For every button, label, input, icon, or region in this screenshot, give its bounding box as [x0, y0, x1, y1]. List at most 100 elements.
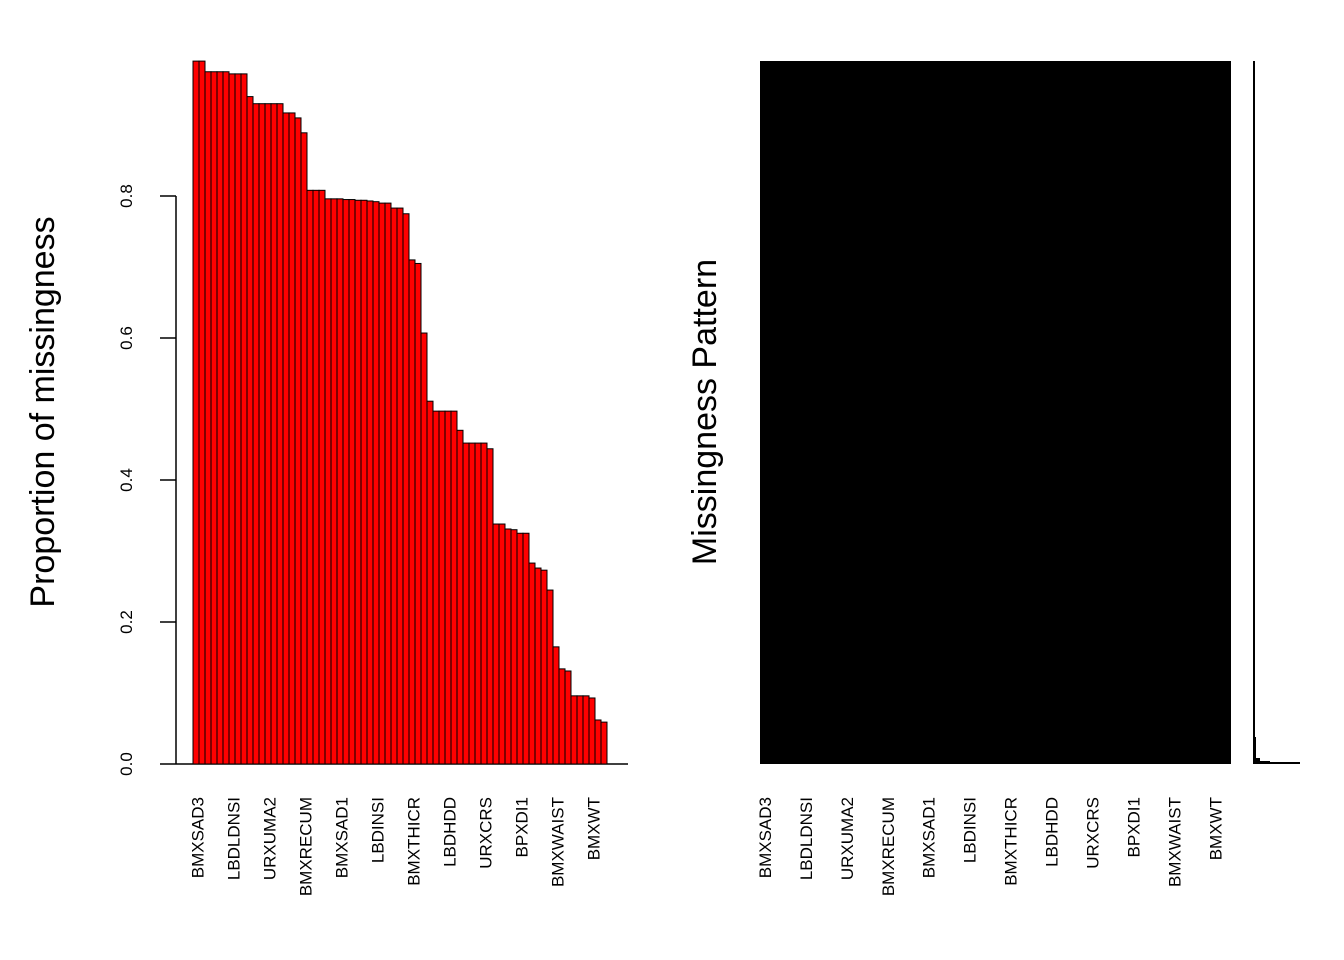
x-tick-label: BMXRECUM: [879, 797, 898, 896]
bar: [576, 695, 584, 765]
pattern-matrix: [760, 61, 1231, 764]
bar: [516, 532, 524, 765]
bar: [288, 112, 296, 765]
bar: [342, 199, 350, 765]
bar: [402, 213, 410, 765]
bar: [528, 562, 536, 765]
bar: [354, 199, 362, 765]
x-tick-label: URXUMA2: [260, 797, 279, 880]
bar: [450, 410, 458, 765]
bar: [492, 523, 500, 765]
y-axis-label: Missingness Pattern: [686, 259, 724, 565]
bar: [360, 199, 368, 765]
bar: [558, 668, 566, 765]
bar: [192, 60, 200, 765]
bar: [282, 112, 290, 765]
bar: [432, 410, 440, 765]
bar: [258, 103, 266, 765]
bar: [510, 529, 518, 765]
bar: [468, 442, 476, 765]
bar: [498, 523, 506, 765]
x-tick-label: URXCRS: [1084, 797, 1103, 869]
x-tick-label: LBDHDD: [1043, 797, 1062, 867]
x-tick-label: BMXSAD1: [332, 797, 351, 878]
y-tick-label: 0.8: [117, 184, 136, 208]
bar: [390, 207, 398, 765]
bar: [276, 103, 284, 765]
x-tick-label: BMXSAD3: [756, 797, 775, 878]
x-tick-label: BPXDI1: [512, 797, 531, 857]
bar: [588, 697, 596, 765]
x-tick-label: LBDLDNSI: [797, 797, 816, 880]
pattern-histogram: [1254, 737, 1300, 764]
x-tick-label: LBDHDD: [440, 797, 459, 867]
bar: [396, 207, 404, 765]
bar: [564, 670, 572, 765]
bar: [384, 202, 392, 765]
bar: [534, 567, 542, 765]
bar: [216, 71, 224, 765]
bar: [198, 60, 206, 765]
bar: [246, 96, 254, 765]
bar: [486, 448, 494, 765]
bar: [594, 719, 602, 765]
x-tick-label: URXUMA2: [838, 797, 857, 880]
bar: [306, 189, 314, 765]
x-tick-label: BMXRECUM: [296, 797, 315, 896]
bar: [252, 103, 260, 765]
bar: [264, 103, 272, 765]
bar: [270, 103, 278, 765]
y-axis-label: Proportion of missingness: [24, 216, 62, 607]
bar: [210, 71, 218, 765]
bar: [414, 262, 422, 765]
bar: [222, 71, 230, 765]
y-tick-label: 0.6: [117, 326, 136, 350]
x-tick-label: BMXWAIST: [548, 797, 567, 887]
x-tick-label: BMXSAD3: [188, 797, 207, 878]
bar: [462, 442, 470, 765]
bar: [234, 73, 242, 765]
bar: [300, 132, 308, 765]
bar: [348, 199, 356, 765]
bar: [474, 442, 482, 765]
x-tick-label: BMXWAIST: [1165, 797, 1184, 887]
bar: [240, 73, 248, 765]
bar: [378, 202, 386, 765]
x-tick-label: LBDLDNSI: [224, 797, 243, 880]
bar: [546, 589, 554, 765]
x-tick-label: URXCRS: [476, 797, 495, 869]
y-tick-label: 0.4: [117, 468, 136, 492]
bar: [570, 695, 578, 765]
x-tick-label: BMXTHICR: [404, 797, 423, 886]
bar: [318, 189, 326, 765]
x-tick-label: BMXWT: [584, 797, 603, 860]
bar: [204, 71, 212, 765]
x-tick-label: BMXWT: [1206, 797, 1225, 860]
bar: [540, 569, 548, 765]
bar: [600, 721, 608, 765]
bar: [228, 73, 236, 765]
bar: [312, 189, 320, 765]
bar: [420, 332, 428, 765]
x-tick-label: LBDINSI: [961, 797, 980, 863]
bar: [504, 528, 512, 765]
bar: [438, 410, 446, 765]
x-tick-label: LBDINSI: [368, 797, 387, 863]
bar: [582, 695, 590, 765]
bar: [456, 429, 464, 765]
bar: [552, 646, 560, 765]
x-tick-label: BMXTHICR: [1002, 797, 1021, 886]
bar: [408, 259, 416, 765]
bar: [366, 200, 374, 765]
bar: [294, 117, 302, 765]
bar: [522, 532, 530, 765]
bar: [330, 198, 338, 765]
bar: [372, 201, 380, 765]
x-tick-label: BPXDI1: [1125, 797, 1144, 857]
bar: [336, 198, 344, 765]
x-tick-label: BMXSAD1: [920, 797, 939, 878]
bar: [324, 198, 332, 765]
bar: [426, 400, 434, 765]
bar: [480, 442, 488, 765]
